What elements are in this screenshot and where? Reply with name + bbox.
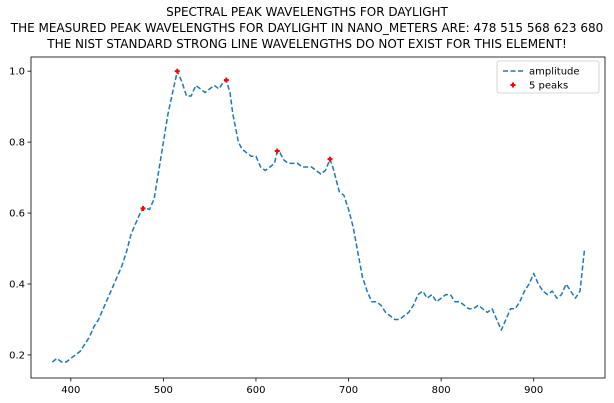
series-amplitude-line (51, 70, 586, 363)
x-tick-label: 400 (61, 385, 80, 396)
x-tick-label: 700 (339, 385, 358, 396)
peak-marker (274, 148, 280, 154)
y-tick-label: 0.6 (9, 209, 25, 220)
legend-label-amplitude: amplitude (529, 67, 580, 78)
x-tick-label: 600 (246, 385, 265, 396)
x-tick-label: 500 (154, 385, 173, 396)
x-tick-label: 900 (524, 385, 543, 396)
peak-marker (327, 156, 333, 162)
x-axis: 400 500 600 700 800 900 (61, 378, 543, 396)
peak-marker (223, 77, 229, 83)
x-tick-label: 800 (432, 385, 451, 396)
legend-label-peaks: 5 peaks (529, 81, 568, 92)
y-tick-label: 0.8 (9, 138, 25, 149)
legend-box (496, 60, 600, 94)
peak-marker (140, 205, 146, 211)
peak-marker (174, 68, 180, 74)
legend: amplitude 5 peaks (496, 60, 600, 94)
chart-title-line-3: THE NIST STANDARD STRONG LINE WAVELENGTH… (47, 37, 567, 51)
plot-frame (30, 56, 606, 379)
chart-title-line-1: SPECTRAL PEAK WAVELENGTHS FOR DAYLIGHT (166, 5, 448, 19)
plot-area (30, 56, 606, 379)
y-tick-label: 0.4 (9, 280, 25, 291)
chart-title-line-2: THE MEASURED PEAK WAVELENGTHS FOR DAYLIG… (10, 21, 604, 35)
y-tick-label: 0.2 (9, 350, 25, 361)
y-axis: 0.2 0.4 0.6 0.8 1.0 (9, 67, 31, 361)
y-tick-label: 1.0 (9, 67, 25, 78)
